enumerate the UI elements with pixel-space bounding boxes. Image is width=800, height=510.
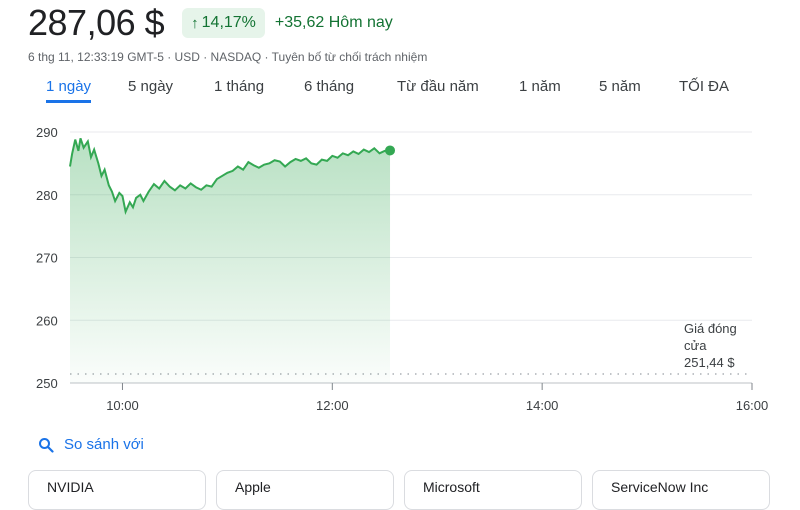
compare-card-microsoft[interactable]: Microsoft: [404, 470, 582, 510]
tab-max[interactable]: TỐI ĐA: [679, 78, 730, 95]
y-tick-label: 250: [36, 376, 58, 391]
card-label: ServiceNow Inc: [611, 479, 709, 495]
x-tick-label: 10:00: [106, 398, 139, 413]
last-price-point[interactable]: [385, 145, 396, 156]
change-absolute: +35,62 Hôm nay: [274, 14, 393, 31]
price-area: [70, 138, 391, 383]
y-tick-label: 280: [36, 188, 58, 203]
compare-card-servicenow[interactable]: ServiceNow Inc: [592, 470, 770, 510]
tab-5-days[interactable]: 5 ngày: [128, 78, 174, 95]
current-price: 287,06 $: [28, 2, 165, 43]
timerange-tabs: 1 ngày 5 ngày 1 tháng 6 tháng Từ đầu năm…: [28, 78, 768, 106]
tab-1-year[interactable]: 1 năm: [519, 78, 561, 95]
y-tick-label: 290: [36, 125, 58, 140]
tab-5-years[interactable]: 5 năm: [599, 78, 641, 95]
change-percent-badge: ↑ 14,17%: [182, 8, 265, 38]
search-icon: [39, 437, 54, 453]
x-tick-label: 12:00: [316, 398, 349, 413]
compare-button[interactable]: So sánh với: [38, 436, 144, 453]
compare-card-apple[interactable]: Apple: [216, 470, 394, 510]
previous-close-label: cửa: [684, 338, 707, 353]
tab-1-day[interactable]: 1 ngày: [46, 78, 92, 103]
previous-close-label: Giá đóng: [684, 321, 737, 336]
price-line: [69, 137, 391, 215]
y-axis: 250 260 270 280 290: [36, 125, 58, 391]
price-chart[interactable]: 250 260 270 280 290 10:00 12:00 14:00 16:00 Giá…: [0, 112, 800, 417]
compare-label: So sánh với: [64, 436, 144, 453]
x-tick-label: 14:00: [526, 398, 559, 413]
card-label: Apple: [235, 479, 271, 495]
previous-close-value: 251,44 $: [684, 355, 735, 370]
tab-6-months[interactable]: 6 tháng: [304, 78, 355, 95]
arrow-up-icon: ↑: [191, 14, 199, 32]
quote-meta: 6 thg 11, 12:33:19 GMT-5 · USD · NASDAQ …: [28, 50, 428, 64]
x-axis: 10:00 12:00 14:00 16:00: [70, 382, 769, 413]
tab-ytd[interactable]: Từ đầu năm: [397, 78, 479, 95]
x-tick-label: 16:00: [736, 398, 769, 413]
card-label: Microsoft: [423, 479, 480, 495]
compare-card-nvidia[interactable]: NVIDIA: [28, 470, 206, 510]
y-tick-label: 260: [36, 313, 58, 328]
tab-1-month[interactable]: 1 tháng: [214, 78, 265, 95]
price-header: 287,06 $ ↑ 14,17% +35,62 Hôm nay: [28, 2, 393, 44]
change-percent: 14,17%: [201, 14, 256, 31]
card-label: NVIDIA: [47, 479, 94, 495]
y-tick-label: 270: [36, 251, 58, 266]
